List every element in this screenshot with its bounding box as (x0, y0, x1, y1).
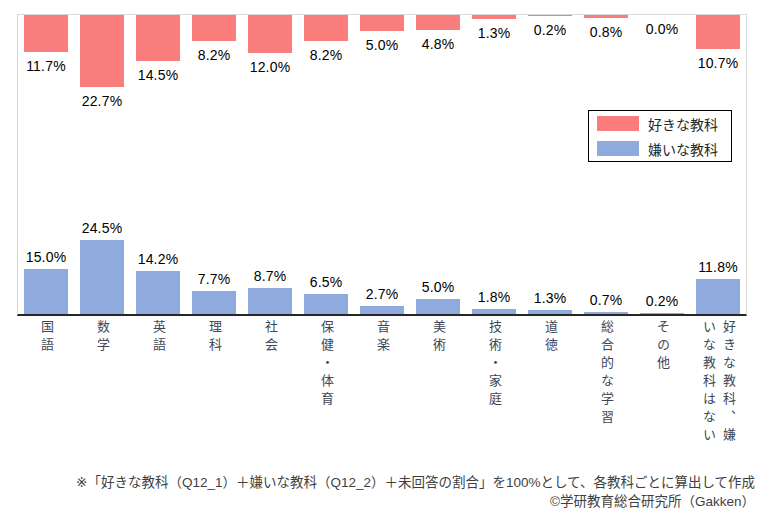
column-7: 4.8%5.0% (410, 15, 466, 314)
disliked-bar (528, 310, 572, 314)
liked-value-label: 10.7% (676, 55, 760, 71)
legend-label-liked: 好きな教科 (648, 114, 718, 134)
liked-bar (360, 15, 404, 31)
liked-bar (472, 15, 516, 19)
category-axis-labels: 国語数学英語理科社会保健・体育音楽美術技術・家庭道徳総合的な学習その他好きな教科… (18, 320, 746, 470)
liked-bar (24, 15, 68, 52)
plot-area: 11.7%15.0%22.7%24.5%14.5%14.2%8.2%7.7%12… (17, 14, 747, 316)
survey-subject-chart: 11.7%15.0%22.7%24.5%14.5%14.2%8.2%7.7%12… (0, 0, 773, 515)
legend: 好きな教科 嫌いな教科 (588, 110, 732, 162)
column-6: 5.0%2.7% (354, 15, 410, 314)
legend-label-disliked: 嫌いな教科 (648, 139, 718, 159)
disliked-bar (360, 306, 404, 314)
liked-bar (584, 15, 628, 18)
category-label: 技術・家庭 (466, 320, 522, 410)
disliked-bar (248, 288, 292, 314)
legend-item-liked: 好きな教科 (597, 114, 723, 134)
category-label: 音楽 (354, 320, 410, 356)
disliked-bar (640, 313, 684, 314)
column-0: 11.7%15.0% (18, 15, 74, 314)
category-label: 総合的な学習 (578, 320, 634, 428)
chart-footnote: ※「好きな教科（Q12_1）＋嫌いな教科（Q12_2）＋未回答の割合」を100%… (76, 471, 755, 491)
disliked-series-swatch (597, 141, 639, 156)
column-10: 0.8%0.7% (578, 15, 634, 314)
category-label: 理科 (186, 320, 242, 356)
disliked-bar (192, 291, 236, 314)
liked-bar (192, 15, 236, 41)
category-label: 数学 (74, 320, 130, 356)
liked-series-swatch (597, 116, 639, 131)
column-8: 1.3%1.8% (466, 15, 522, 314)
disliked-bar (696, 279, 740, 314)
disliked-bar (24, 269, 68, 314)
disliked-value-label: 11.8% (676, 259, 760, 275)
disliked-bar (472, 309, 516, 314)
category-label: 道徳 (522, 320, 578, 356)
category-label: 英語 (130, 320, 186, 356)
category-label: 保健・体育 (298, 320, 354, 410)
category-label: 社会 (242, 320, 298, 356)
column-5: 8.2%6.5% (298, 15, 354, 314)
legend-item-disliked: 嫌いな教科 (597, 139, 723, 159)
category-label: 美術 (410, 320, 466, 356)
column-9: 0.2%1.3% (522, 15, 578, 314)
disliked-bar (584, 312, 628, 314)
column-12: 10.7%11.8% (690, 15, 746, 314)
liked-bar (696, 15, 740, 49)
category-label: 国語 (18, 320, 74, 356)
category-label: 好きな教科、嫌いな教科はない (690, 320, 746, 452)
liked-bar (528, 15, 572, 16)
category-label: その他 (634, 320, 690, 374)
column-1: 22.7%24.5% (74, 15, 130, 314)
copyright-credit: ©学研教育総合研究所（Gakken） (550, 490, 755, 510)
